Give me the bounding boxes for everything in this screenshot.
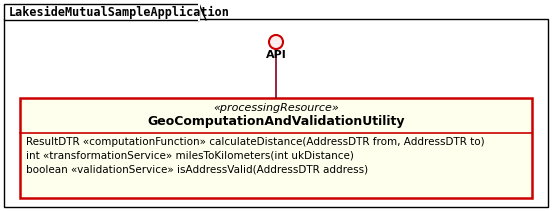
Bar [20,98,532,198]
Bar [4,4,199,20]
Text: «processingResource»: «processingResource» [213,103,339,113]
Text: API: API [266,50,286,60]
Circle shape [269,35,283,49]
Text: ResultDTR «computationFunction» calculateDistance(AddressDTR from, AddressDTR to: ResultDTR «computationFunction» calculat… [26,137,485,147]
Text: boolean «validationService» isAddressValid(AddressDTR address): boolean «validationService» isAddressVal… [26,165,368,175]
Text: int «transformationService» milesToKilometers(int ukDistance): int «transformationService» milesToKilom… [26,151,354,161]
Bar [4,19,548,207]
Text: GeoComputationAndValidationUtility: GeoComputationAndValidationUtility [147,115,405,128]
Text: LakesideMutualSampleApplication: LakesideMutualSampleApplication [9,5,230,19]
